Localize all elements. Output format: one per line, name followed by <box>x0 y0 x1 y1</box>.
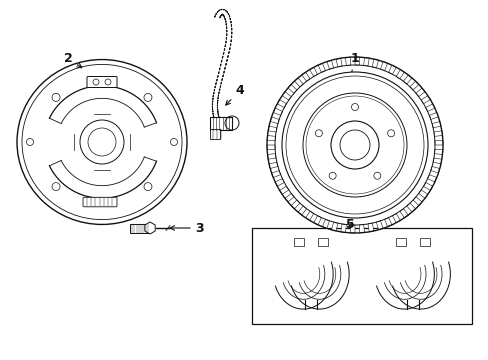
Polygon shape <box>409 81 418 90</box>
Circle shape <box>52 183 60 190</box>
Polygon shape <box>434 149 442 154</box>
Bar <box>294 238 304 246</box>
Polygon shape <box>430 166 439 173</box>
Circle shape <box>330 121 378 169</box>
Polygon shape <box>354 57 359 65</box>
Polygon shape <box>305 211 313 220</box>
Text: 5: 5 <box>345 217 354 230</box>
Bar <box>419 238 429 246</box>
FancyBboxPatch shape <box>87 77 117 87</box>
Text: 2: 2 <box>63 51 81 68</box>
Polygon shape <box>273 108 282 116</box>
Polygon shape <box>425 104 434 111</box>
Polygon shape <box>363 58 368 66</box>
Polygon shape <box>270 117 279 123</box>
Polygon shape <box>418 190 427 198</box>
Polygon shape <box>399 209 407 218</box>
Bar <box>130 224 150 233</box>
Circle shape <box>143 183 152 190</box>
Polygon shape <box>268 162 277 168</box>
Bar <box>395 238 405 246</box>
Polygon shape <box>395 69 404 79</box>
Circle shape <box>80 120 124 164</box>
Polygon shape <box>322 219 329 228</box>
Circle shape <box>303 93 406 197</box>
Polygon shape <box>294 78 303 87</box>
Text: 1: 1 <box>337 51 359 128</box>
Polygon shape <box>287 85 296 93</box>
Polygon shape <box>267 154 276 159</box>
Polygon shape <box>297 206 306 215</box>
Circle shape <box>387 130 394 137</box>
Polygon shape <box>267 126 276 132</box>
Polygon shape <box>406 203 415 212</box>
Polygon shape <box>423 183 432 190</box>
Bar <box>318 238 328 246</box>
Polygon shape <box>380 62 387 71</box>
Ellipse shape <box>17 59 186 224</box>
Polygon shape <box>345 57 350 66</box>
Polygon shape <box>349 225 354 233</box>
Circle shape <box>339 130 369 160</box>
Polygon shape <box>420 96 429 104</box>
Polygon shape <box>403 75 411 84</box>
FancyBboxPatch shape <box>209 117 231 130</box>
Polygon shape <box>371 59 378 68</box>
Circle shape <box>328 172 335 179</box>
Circle shape <box>351 104 358 111</box>
Text: 4: 4 <box>225 84 244 105</box>
Bar <box>251 228 471 324</box>
Polygon shape <box>313 216 321 225</box>
Circle shape <box>170 139 177 145</box>
Polygon shape <box>279 186 288 194</box>
Polygon shape <box>388 65 395 74</box>
Polygon shape <box>301 72 309 81</box>
Circle shape <box>52 93 60 102</box>
Polygon shape <box>428 112 438 120</box>
Polygon shape <box>415 88 424 96</box>
Polygon shape <box>331 222 337 231</box>
FancyBboxPatch shape <box>83 197 117 207</box>
Polygon shape <box>376 221 382 230</box>
Polygon shape <box>290 200 299 209</box>
Polygon shape <box>335 58 342 67</box>
Polygon shape <box>309 67 317 76</box>
Polygon shape <box>367 223 373 232</box>
Polygon shape <box>340 224 346 233</box>
Circle shape <box>373 172 380 179</box>
Polygon shape <box>266 145 275 150</box>
Polygon shape <box>285 193 293 202</box>
Polygon shape <box>359 225 364 233</box>
Text: 3: 3 <box>170 221 204 234</box>
Bar <box>209 129 220 139</box>
Circle shape <box>282 72 427 218</box>
Polygon shape <box>271 171 280 177</box>
Circle shape <box>26 139 34 145</box>
Polygon shape <box>317 63 325 72</box>
Circle shape <box>315 130 322 137</box>
Polygon shape <box>384 217 391 227</box>
Circle shape <box>143 93 152 102</box>
Polygon shape <box>275 179 284 186</box>
Polygon shape <box>432 158 441 164</box>
Polygon shape <box>277 100 286 108</box>
Polygon shape <box>433 131 442 136</box>
Polygon shape <box>266 135 275 141</box>
Circle shape <box>93 79 99 85</box>
Polygon shape <box>144 222 155 234</box>
Polygon shape <box>412 197 421 206</box>
Polygon shape <box>282 92 291 100</box>
Polygon shape <box>431 121 440 128</box>
Circle shape <box>88 128 116 156</box>
Polygon shape <box>392 213 400 223</box>
Polygon shape <box>427 175 436 182</box>
Circle shape <box>105 79 111 85</box>
Polygon shape <box>434 140 442 145</box>
Polygon shape <box>326 60 333 69</box>
